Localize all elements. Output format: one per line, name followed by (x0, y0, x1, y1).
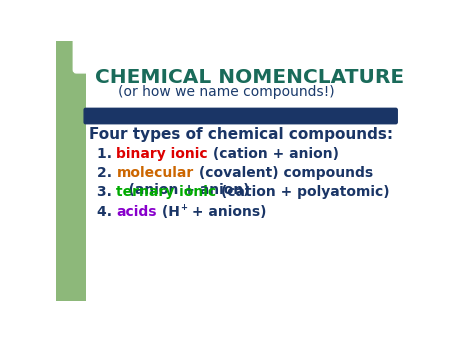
Text: (cation + polyatomic): (cation + polyatomic) (216, 185, 390, 199)
Text: (H: (H (157, 204, 180, 219)
Text: 4.: 4. (97, 204, 117, 219)
Text: (covalent) compounds: (covalent) compounds (194, 166, 373, 180)
Text: +: + (180, 203, 187, 212)
Text: + anions): + anions) (187, 204, 266, 219)
Text: CHEMICAL NOMENCLATURE: CHEMICAL NOMENCLATURE (95, 68, 404, 87)
Text: (anion + anion): (anion + anion) (109, 183, 250, 197)
Text: (or how we name compounds!): (or how we name compounds!) (118, 85, 335, 99)
Text: acids: acids (117, 204, 157, 219)
Bar (56, 41, 86, 301)
FancyBboxPatch shape (73, 38, 95, 73)
Text: 1.: 1. (97, 147, 117, 161)
Bar (86, 41, 405, 114)
Text: 2.: 2. (97, 166, 117, 180)
Text: molecular: molecular (117, 166, 194, 180)
Text: ternary ionic: ternary ionic (116, 185, 216, 199)
Text: Four types of chemical compounds:: Four types of chemical compounds: (89, 127, 393, 142)
FancyBboxPatch shape (84, 108, 397, 124)
Text: 3.: 3. (97, 185, 116, 199)
Text: (cation + anion): (cation + anion) (208, 147, 339, 161)
Text: binary ionic: binary ionic (117, 147, 208, 161)
